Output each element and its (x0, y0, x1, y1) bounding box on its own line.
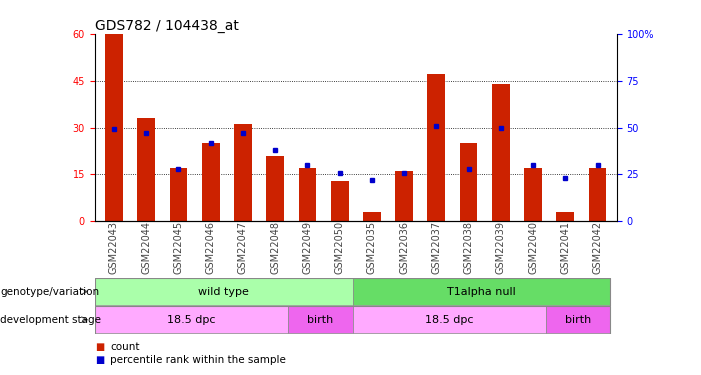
Text: birth: birth (565, 315, 592, 325)
Bar (105, 34, 123, 221)
Bar (363, 212, 381, 221)
Text: GDS782 / 104438_at: GDS782 / 104438_at (95, 19, 238, 33)
Bar (299, 168, 316, 221)
Text: GSM22048: GSM22048 (270, 221, 280, 274)
Text: wild type: wild type (198, 286, 249, 297)
Bar (137, 118, 155, 221)
Bar (234, 124, 252, 221)
Text: GSM22037: GSM22037 (431, 221, 442, 274)
Bar (460, 143, 477, 221)
Text: GSM22040: GSM22040 (528, 221, 538, 274)
Bar (95, 278, 353, 305)
Text: GSM22035: GSM22035 (367, 221, 377, 274)
Bar (589, 168, 606, 221)
Text: GSM22045: GSM22045 (173, 221, 184, 274)
Bar (353, 278, 611, 305)
Text: development stage: development stage (0, 315, 101, 325)
Text: GSM22047: GSM22047 (238, 221, 248, 274)
Text: GSM22036: GSM22036 (399, 221, 409, 274)
Bar (95, 306, 288, 333)
Text: ■: ■ (95, 355, 104, 365)
Text: percentile rank within the sample: percentile rank within the sample (110, 355, 286, 365)
Bar (557, 212, 574, 221)
Text: GSM22043: GSM22043 (109, 221, 119, 274)
Text: GSM22038: GSM22038 (463, 221, 474, 274)
Text: birth: birth (307, 315, 334, 325)
Text: count: count (110, 342, 139, 352)
Bar (266, 156, 284, 221)
Text: T1alpha null: T1alpha null (447, 286, 516, 297)
Bar (170, 168, 187, 221)
Text: GSM22044: GSM22044 (141, 221, 151, 274)
Text: 18.5 dpc: 18.5 dpc (167, 315, 216, 325)
Text: GSM22050: GSM22050 (334, 221, 345, 274)
Text: GSM22042: GSM22042 (592, 221, 603, 274)
Text: GSM22041: GSM22041 (560, 221, 571, 274)
Text: genotype/variation: genotype/variation (0, 286, 99, 297)
Bar (492, 84, 510, 221)
Bar (524, 168, 542, 221)
Text: ■: ■ (95, 342, 104, 352)
Bar (202, 143, 219, 221)
Bar (395, 171, 413, 221)
Text: GSM22039: GSM22039 (496, 221, 506, 274)
Bar (353, 306, 546, 333)
Bar (428, 74, 445, 221)
Text: GSM22049: GSM22049 (302, 221, 313, 274)
Bar (288, 306, 353, 333)
Bar (546, 306, 611, 333)
Text: GSM22046: GSM22046 (205, 221, 216, 274)
Bar (331, 181, 348, 221)
Text: 18.5 dpc: 18.5 dpc (425, 315, 473, 325)
